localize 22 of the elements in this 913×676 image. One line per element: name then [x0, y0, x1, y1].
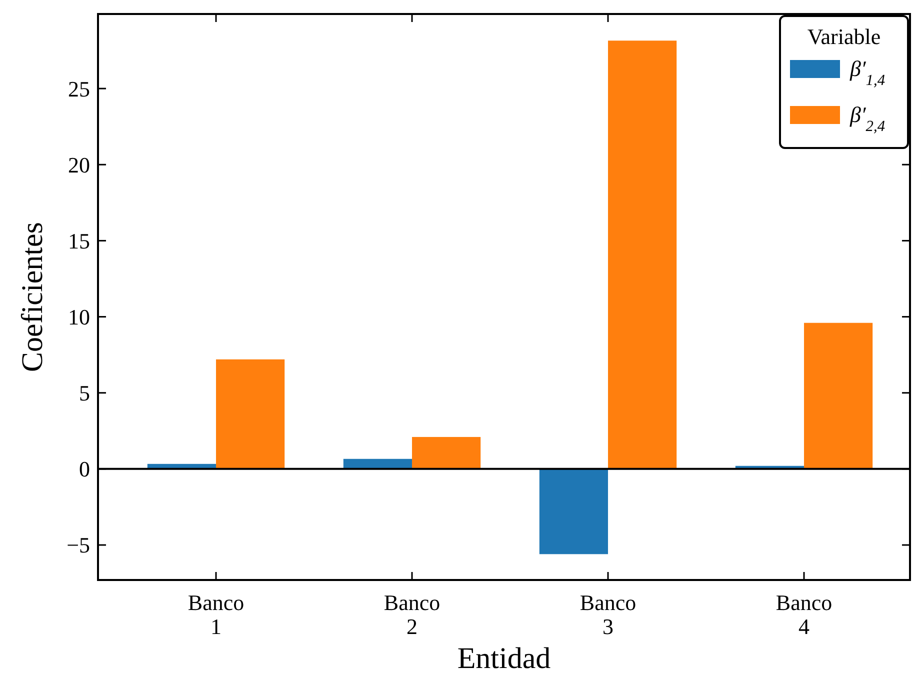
legend-label: β′$_{2,4}$: [849, 102, 886, 134]
bar: [412, 436, 481, 469]
legend-label: β′$_{1,4}$: [849, 56, 886, 88]
bar: [216, 359, 285, 469]
y-tick-label: 15: [68, 228, 90, 254]
y-tick-label: 5: [79, 380, 90, 406]
legend-title: Variable: [807, 24, 881, 49]
bar: [608, 40, 677, 469]
x-axis-title: Entidad: [457, 642, 551, 675]
x-tick-label: Banco 2: [384, 590, 440, 639]
y-tick-label: 25: [68, 76, 90, 102]
bar: [539, 468, 608, 554]
x-tick-label: Banco 3: [580, 590, 636, 639]
y-tick-label: 20: [68, 152, 90, 178]
y-tick-label: 10: [68, 304, 90, 330]
y-tick-label: −5: [66, 532, 90, 558]
x-tick-label: Banco 4: [776, 590, 832, 639]
bar: [804, 322, 873, 469]
bar: [343, 458, 412, 469]
y-axis-title: Coeficientes: [16, 222, 49, 372]
x-tick-label: Banco 1: [188, 590, 244, 639]
y-tick-label: 0: [79, 456, 90, 482]
